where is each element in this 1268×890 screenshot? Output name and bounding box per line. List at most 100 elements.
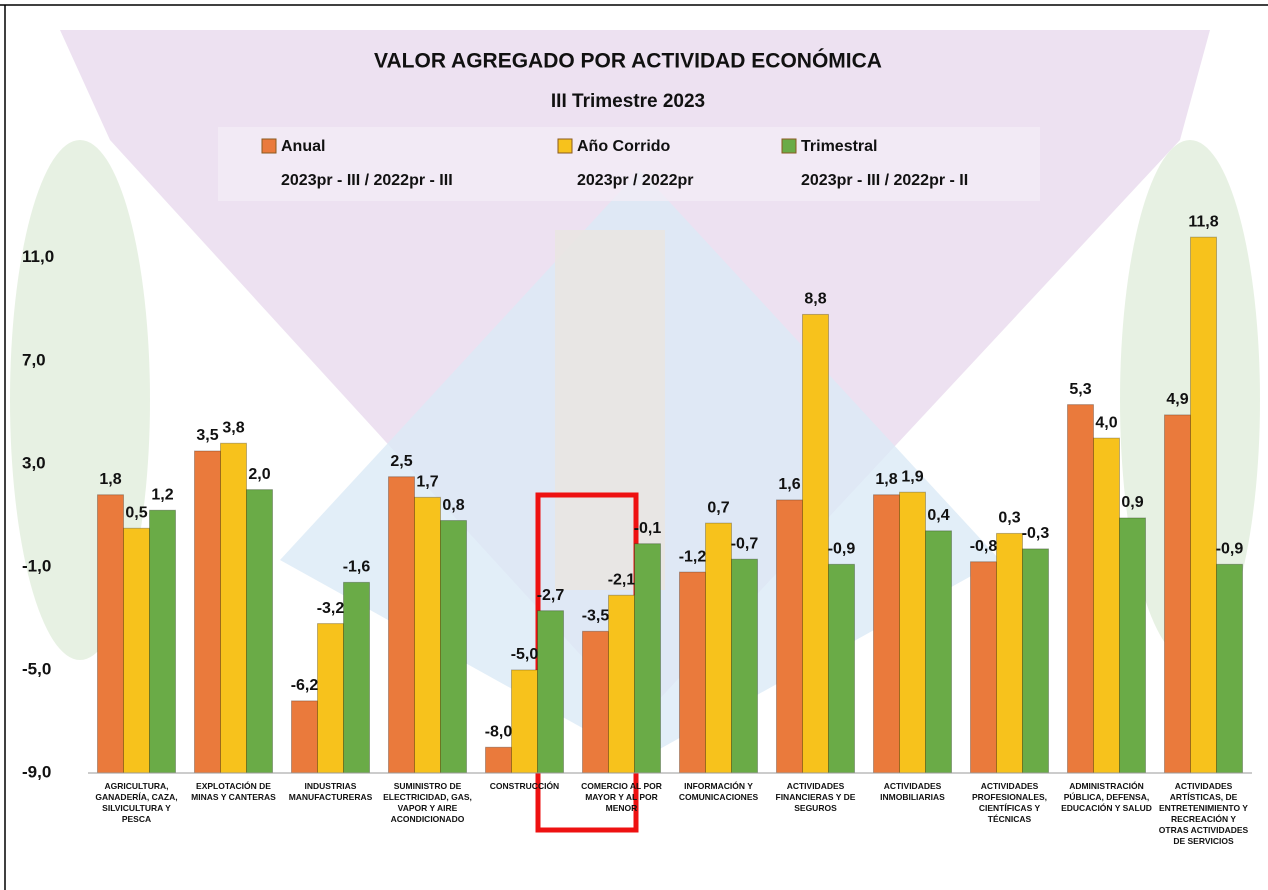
legend-label: Año Corrido <box>577 138 671 155</box>
data-label: -3,2 <box>317 600 345 617</box>
bar <box>1093 437 1120 774</box>
legend-label: Trimestral <box>801 138 877 155</box>
bar <box>194 450 221 774</box>
data-label: -8,0 <box>485 723 513 740</box>
bar <box>899 491 926 774</box>
bar <box>970 561 997 774</box>
y-tick-label: -5,0 <box>22 659 51 678</box>
bar <box>317 623 344 774</box>
bar <box>414 496 441 774</box>
x-tick-label: ACTIVIDADES INMOBILIARIAS <box>880 781 945 802</box>
bar <box>731 558 758 774</box>
data-label: 4,0 <box>1095 414 1117 431</box>
chart-subtitle: III Trimestre 2023 <box>551 91 705 112</box>
x-tick-label: INDUSTRIAS MANUFACTURERAS <box>288 781 373 802</box>
bar <box>582 630 609 774</box>
data-label: -2,1 <box>608 571 636 588</box>
data-label: -5,0 <box>511 646 539 663</box>
data-label: -1,2 <box>679 548 707 565</box>
legend-swatch <box>261 138 277 154</box>
data-label: 3,5 <box>196 427 218 444</box>
bar <box>1022 548 1049 774</box>
legend-swatch <box>781 138 797 154</box>
bar <box>1190 236 1217 774</box>
data-label: -3,5 <box>582 608 610 625</box>
bar <box>776 499 803 774</box>
x-tick-label: ACTIVIDADES ARTÍSTICAS, DE ENTRETENIMIEN… <box>1158 781 1249 846</box>
y-tick-label: -9,0 <box>22 762 51 781</box>
bar <box>485 746 512 774</box>
bar <box>440 520 467 774</box>
data-label: 1,8 <box>99 471 121 488</box>
bar <box>388 476 415 774</box>
bar <box>828 563 855 774</box>
data-label: 0,3 <box>998 510 1020 527</box>
legend-period: 2023pr - III / 2022pr - III <box>281 172 453 189</box>
data-label: -0,9 <box>828 541 856 558</box>
bar <box>1164 414 1191 774</box>
data-label: 1,8 <box>875 471 897 488</box>
data-label: -0,9 <box>1216 541 1244 558</box>
data-label: 2,5 <box>390 453 412 470</box>
bar <box>97 494 124 774</box>
x-tick-label: INFORMACIÓN Y COMUNICACIONES <box>678 781 759 802</box>
x-tick-label: CONSTRUCCIÓN <box>489 781 560 791</box>
bar <box>996 532 1023 774</box>
y-tick-label: 7,0 <box>22 350 46 369</box>
y-tick-label: 11,0 <box>22 247 54 266</box>
data-label: 5,3 <box>1069 381 1091 398</box>
data-label: -0,3 <box>1022 525 1050 542</box>
bar <box>291 700 318 774</box>
legend-label: Anual <box>281 138 325 155</box>
bar <box>149 509 176 774</box>
bar <box>537 610 564 774</box>
x-tick-label: COMERCIO AL POR MAYOR Y AL POR MENOR <box>581 781 662 813</box>
data-label: -0,1 <box>634 520 662 537</box>
bar <box>705 522 732 774</box>
bar <box>1216 563 1243 774</box>
data-label: 1,2 <box>151 486 173 503</box>
data-label: 0,5 <box>125 504 147 521</box>
bar <box>925 530 952 774</box>
data-label: 0,9 <box>1121 494 1143 511</box>
bar <box>1119 517 1146 774</box>
bar <box>873 494 900 774</box>
data-label: 1,9 <box>901 468 923 485</box>
data-label: 0,7 <box>707 499 729 516</box>
data-label: 11,8 <box>1188 213 1218 230</box>
bar <box>802 313 829 774</box>
legend-period: 2023pr - III / 2022pr - II <box>801 172 968 189</box>
data-label: -0,7 <box>731 535 759 552</box>
legend-box <box>218 127 1040 201</box>
x-tick-label: EXPLOTACIÓN DE MINAS Y CANTERAS <box>191 781 276 802</box>
bar <box>123 527 150 774</box>
bar <box>511 669 538 774</box>
data-label: -2,7 <box>537 587 565 604</box>
data-label: 4,9 <box>1166 391 1188 408</box>
legend-period: 2023pr / 2022pr <box>577 172 694 189</box>
data-label: -6,2 <box>291 677 319 694</box>
bar <box>246 489 273 774</box>
data-label: -0,8 <box>970 538 998 555</box>
legend-swatch <box>557 138 573 154</box>
bar <box>343 581 370 774</box>
data-label: -1,6 <box>343 559 371 576</box>
data-label: 3,8 <box>222 419 244 436</box>
bar <box>679 571 706 774</box>
data-label: 1,6 <box>778 476 800 493</box>
x-tick-label: ACTIVIDADES FINANCIERAS Y DE SEGUROS <box>775 781 856 813</box>
x-tick-label: ACTIVIDADES PROFESIONALES, CIENTÍFICAS Y… <box>971 781 1048 824</box>
bar <box>1067 404 1094 774</box>
data-label: 0,8 <box>442 497 464 514</box>
data-label: 8,8 <box>804 291 826 308</box>
bar <box>220 442 247 774</box>
data-label: 1,7 <box>416 474 438 491</box>
data-label: 2,0 <box>248 466 270 483</box>
bar <box>634 543 661 774</box>
x-tick-label: AGRICULTURA, GANADERÍA, CAZA, SILVICULTU… <box>95 781 178 824</box>
bar <box>608 594 635 774</box>
chart-title: VALOR AGREGADO POR ACTIVIDAD ECONÓMICA <box>374 49 882 73</box>
y-tick-label: -1,0 <box>22 556 51 575</box>
